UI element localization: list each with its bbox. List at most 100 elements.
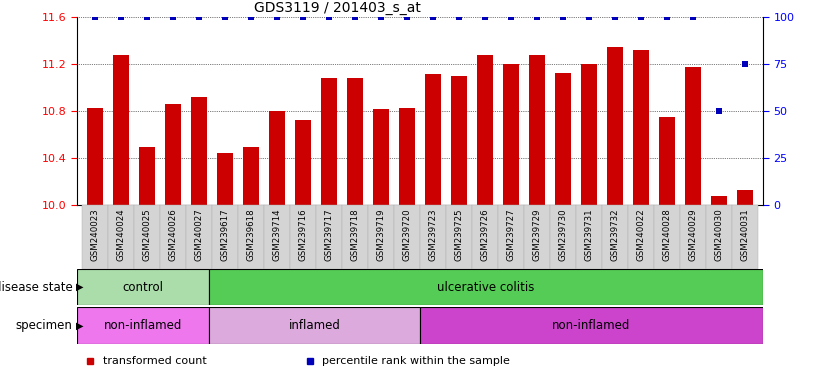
- Bar: [165, 104, 181, 205]
- Bar: [425, 74, 440, 205]
- Text: GSM239617: GSM239617: [220, 209, 229, 261]
- FancyBboxPatch shape: [264, 205, 290, 269]
- FancyBboxPatch shape: [680, 205, 706, 269]
- Bar: [347, 78, 363, 205]
- Text: disease state: disease state: [0, 281, 73, 293]
- FancyBboxPatch shape: [238, 205, 264, 269]
- Text: GSM239730: GSM239730: [559, 209, 567, 261]
- FancyBboxPatch shape: [108, 205, 134, 269]
- Bar: [399, 108, 414, 205]
- FancyBboxPatch shape: [160, 205, 186, 269]
- FancyBboxPatch shape: [654, 205, 680, 269]
- FancyBboxPatch shape: [602, 205, 628, 269]
- Point: [738, 61, 751, 68]
- Text: specimen: specimen: [16, 319, 73, 332]
- Bar: [373, 109, 389, 205]
- Text: GSM239723: GSM239723: [429, 209, 437, 261]
- Text: transformed count: transformed count: [103, 356, 207, 366]
- Text: GSM239719: GSM239719: [376, 209, 385, 261]
- Point: [634, 14, 647, 20]
- Text: GSM239729: GSM239729: [532, 209, 541, 261]
- Title: GDS3119 / 201403_s_at: GDS3119 / 201403_s_at: [254, 1, 421, 15]
- FancyBboxPatch shape: [420, 205, 446, 269]
- Point: [349, 14, 362, 20]
- Text: GSM240030: GSM240030: [715, 209, 723, 262]
- Text: control: control: [123, 281, 163, 293]
- Text: ▶: ▶: [76, 282, 83, 292]
- Point: [140, 14, 153, 20]
- Text: GSM239725: GSM239725: [455, 209, 464, 261]
- Text: GSM240026: GSM240026: [168, 209, 178, 262]
- Point: [712, 108, 726, 114]
- Point: [166, 14, 179, 20]
- Text: GSM240023: GSM240023: [90, 209, 99, 262]
- Bar: [477, 55, 493, 205]
- Bar: [244, 147, 259, 205]
- Point: [193, 14, 206, 20]
- Text: ulcerative colitis: ulcerative colitis: [437, 281, 535, 293]
- Point: [296, 14, 309, 20]
- Text: GSM239731: GSM239731: [585, 209, 594, 261]
- Bar: [451, 76, 467, 205]
- Point: [530, 14, 544, 20]
- Text: GSM239726: GSM239726: [480, 209, 490, 261]
- Bar: [633, 50, 649, 205]
- FancyBboxPatch shape: [290, 205, 316, 269]
- Point: [556, 14, 570, 20]
- Point: [661, 14, 674, 20]
- Text: GSM240025: GSM240025: [143, 209, 152, 262]
- Bar: [295, 119, 311, 205]
- FancyBboxPatch shape: [628, 205, 654, 269]
- Bar: [685, 67, 701, 205]
- FancyBboxPatch shape: [208, 307, 420, 344]
- FancyBboxPatch shape: [524, 205, 550, 269]
- Text: GSM239732: GSM239732: [610, 209, 620, 261]
- FancyBboxPatch shape: [576, 205, 602, 269]
- Text: GSM240031: GSM240031: [741, 209, 750, 262]
- FancyBboxPatch shape: [342, 205, 368, 269]
- Bar: [555, 73, 570, 205]
- Text: inflamed: inflamed: [289, 319, 340, 332]
- Text: GSM239618: GSM239618: [246, 209, 255, 261]
- FancyBboxPatch shape: [212, 205, 238, 269]
- Point: [244, 14, 258, 20]
- FancyBboxPatch shape: [316, 205, 342, 269]
- Bar: [269, 111, 284, 205]
- FancyBboxPatch shape: [732, 205, 758, 269]
- Bar: [191, 97, 207, 205]
- Bar: [503, 65, 519, 205]
- Bar: [581, 65, 596, 205]
- Point: [505, 14, 518, 20]
- Point: [608, 14, 621, 20]
- Bar: [87, 108, 103, 205]
- Text: GSM240024: GSM240024: [117, 209, 125, 262]
- Point: [88, 14, 102, 20]
- Bar: [113, 55, 128, 205]
- FancyBboxPatch shape: [368, 205, 394, 269]
- FancyBboxPatch shape: [420, 307, 763, 344]
- Bar: [607, 47, 623, 205]
- FancyBboxPatch shape: [550, 205, 576, 269]
- Point: [270, 14, 284, 20]
- FancyBboxPatch shape: [77, 269, 208, 305]
- FancyBboxPatch shape: [446, 205, 472, 269]
- Point: [478, 14, 491, 20]
- Text: percentile rank within the sample: percentile rank within the sample: [323, 356, 510, 366]
- FancyBboxPatch shape: [186, 205, 212, 269]
- FancyBboxPatch shape: [77, 307, 208, 344]
- FancyBboxPatch shape: [498, 205, 524, 269]
- Text: GSM239718: GSM239718: [350, 209, 359, 261]
- Bar: [711, 196, 726, 205]
- Bar: [321, 78, 337, 205]
- FancyBboxPatch shape: [394, 205, 420, 269]
- FancyBboxPatch shape: [472, 205, 498, 269]
- Text: GSM240022: GSM240022: [636, 209, 646, 262]
- Text: GSM240028: GSM240028: [662, 209, 671, 262]
- Bar: [529, 55, 545, 205]
- Point: [426, 14, 440, 20]
- Point: [400, 14, 414, 20]
- Text: GSM239720: GSM239720: [403, 209, 411, 261]
- Point: [322, 14, 335, 20]
- Bar: [139, 147, 155, 205]
- Text: non-inflamed: non-inflamed: [552, 319, 631, 332]
